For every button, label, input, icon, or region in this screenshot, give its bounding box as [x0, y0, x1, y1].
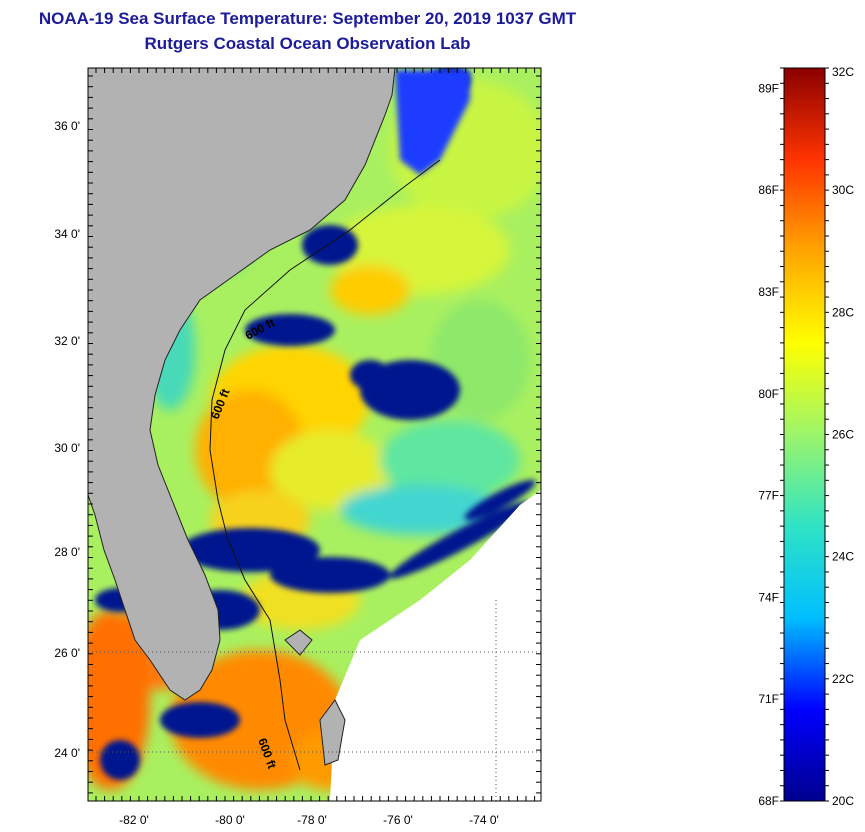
colorbar-celsius-label: 20C — [832, 794, 854, 808]
map-frame — [87, 67, 542, 802]
longitude-axis: -82 0' -80 0' -78 0' -76 0' -74 0' — [119, 813, 499, 827]
colorbar-fahrenheit-label: 74F — [758, 590, 779, 604]
isobath-contour — [209, 159, 441, 771]
lat-label: 30 0' — [54, 441, 80, 455]
colorbar-fahrenheit-label: 86F — [758, 183, 779, 197]
colorbar-fahrenheit-label: 77F — [758, 489, 779, 503]
colorbar-celsius-label: 24C — [832, 550, 854, 564]
lat-label: 34 0' — [54, 227, 80, 241]
colorbar-fahrenheit-label: 71F — [758, 692, 779, 706]
latitude-axis: 36 0' 34 0' 32 0' 30 0' 28 0' 26 0' 24 0… — [54, 119, 80, 760]
colorbar-celsius-label: 32C — [832, 65, 854, 79]
lat-label: 24 0' — [54, 746, 80, 760]
colorbar-fahrenheit-label: 80F — [758, 387, 779, 401]
pamlico-sound — [395, 70, 470, 175]
bahamas-island — [319, 699, 346, 766]
map-title: NOAA-19 Sea Surface Temperature: Septemb… — [38, 9, 577, 28]
colorbar-celsius-label: 28C — [832, 305, 854, 319]
colorbar-fahrenheit-label: 83F — [758, 285, 779, 299]
map-gridlines — [88, 600, 541, 801]
colorbar-celsius-label: 26C — [832, 428, 854, 442]
colorbar-fahrenheit-labels: 89F 86F 83F 80F 77F 74F 71F 68F — [758, 81, 779, 808]
colorbar-ticks — [780, 67, 829, 802]
lon-label: -76 0' — [383, 813, 413, 827]
sst-map-area: 600 ft 600 ft 600 ft — [88, 68, 541, 801]
colorbar-celsius-labels: 32C 30C 28C 26C 24C 22C 20C — [832, 65, 854, 808]
colorbar-fahrenheit-label: 89F — [758, 81, 779, 95]
axis-ticks — [88, 68, 541, 801]
colorbar-fahrenheit-label: 68F — [758, 794, 779, 808]
lon-label: -80 0' — [215, 813, 245, 827]
lat-label: 26 0' — [54, 646, 80, 660]
map-subtitle: Rutgers Coastal Ocean Observation Lab — [144, 34, 471, 53]
lon-label: -82 0' — [119, 813, 149, 827]
colorbar-celsius-label: 30C — [832, 183, 854, 197]
lat-label: 36 0' — [54, 119, 80, 133]
colorbar-celsius-label: 22C — [832, 672, 854, 686]
lon-label: -78 0' — [297, 813, 327, 827]
bahamas-island — [284, 629, 313, 656]
no-data-region — [330, 490, 541, 801]
colorbar-gradient — [783, 67, 826, 802]
land-mass — [88, 68, 396, 701]
lat-label: 28 0' — [54, 545, 80, 559]
lat-label: 32 0' — [54, 334, 80, 348]
lon-label: -74 0' — [469, 813, 499, 827]
temperature-colorbar: 32C 30C 28C 26C 24C 22C 20C 89F 86F 83F 80F 77F 74F… — [758, 65, 854, 808]
